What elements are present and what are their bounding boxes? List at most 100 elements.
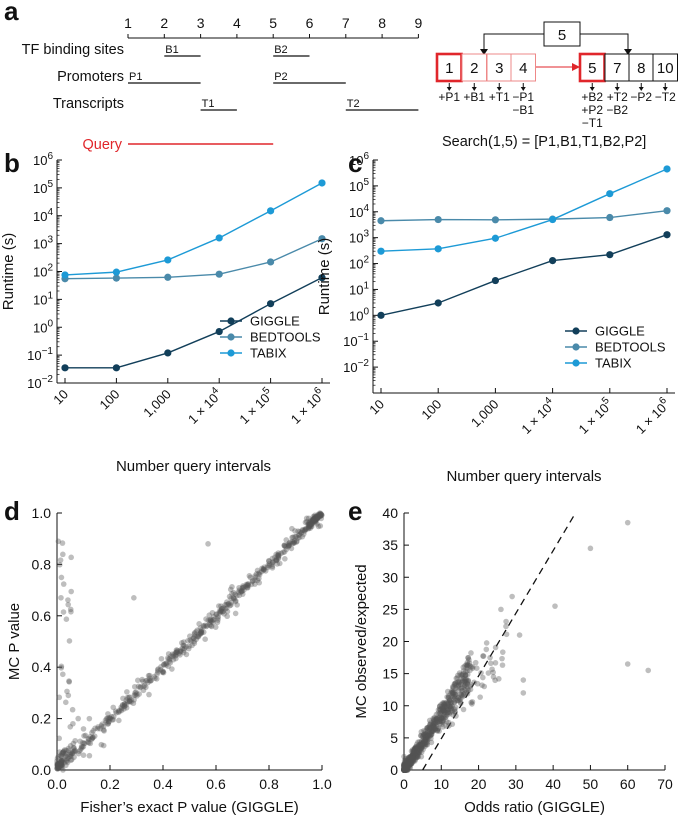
scatter-point [401, 767, 407, 773]
scatter-point [59, 750, 66, 757]
scatter-point [437, 716, 443, 723]
scatter-point [213, 611, 220, 618]
scatter-point [137, 684, 143, 691]
data-point-giggle [606, 251, 614, 259]
scatter-point [183, 643, 189, 650]
scatter-point [437, 718, 443, 725]
x-tick-label: 10 [366, 397, 387, 418]
scatter-point [87, 740, 94, 747]
scatter-point [224, 608, 231, 615]
scatter-point [406, 760, 413, 766]
scatter-point [401, 761, 408, 768]
scatter-point [445, 694, 452, 701]
scatter-point [402, 766, 409, 772]
scatter-point [487, 654, 493, 661]
scatter-point [419, 740, 426, 747]
scatter-point [414, 747, 421, 754]
scatter-point [417, 745, 424, 751]
leaf-label: 2 [470, 60, 478, 77]
scatter-point [269, 565, 276, 571]
scatter-point [54, 761, 61, 768]
scatter-point [414, 745, 421, 752]
x-tick-label: 1 × 105 [235, 385, 277, 427]
scatter-point [428, 739, 435, 746]
data-point-tabix [606, 190, 614, 198]
scatter-point [490, 674, 497, 680]
scatter-point [208, 623, 215, 630]
y-tick-label: 10−2 [343, 358, 369, 375]
scatter-point [240, 584, 247, 590]
scatter-point [189, 642, 195, 649]
data-point-tabix [663, 165, 671, 173]
scatter-point [414, 744, 421, 751]
scatter-point [463, 676, 470, 682]
scatter-point [424, 736, 431, 743]
scatter-point [401, 767, 408, 773]
scatter-point [455, 682, 462, 688]
scatter-point [427, 725, 433, 731]
scatter-point [409, 747, 416, 753]
scatter-point [401, 766, 407, 773]
scatter-point [442, 707, 449, 714]
scatter-point [63, 762, 69, 769]
scatter-point [624, 519, 631, 526]
scatter-point [434, 718, 441, 725]
scatter-point [426, 726, 433, 732]
scatter-point [124, 699, 131, 705]
scatter-point [442, 709, 448, 715]
scatter-point [283, 546, 290, 553]
scatter-point [148, 677, 154, 684]
scatter-point [121, 703, 128, 709]
scatter-point [307, 520, 314, 527]
scatter-point [422, 741, 428, 747]
scatter-point [430, 715, 436, 722]
scatter-point [133, 689, 139, 695]
scatter-point [413, 743, 420, 750]
scatter-point [100, 723, 107, 730]
scatter-point [437, 707, 444, 714]
scatter-point [408, 753, 415, 760]
scatter-point [406, 760, 413, 766]
data-point-bedtools [267, 258, 275, 266]
scatter-point [410, 749, 417, 756]
scatter-point [645, 667, 652, 674]
scatter-point [460, 664, 467, 671]
scatter-point [102, 717, 109, 724]
index-tree: 51 2 3 4 5 7 8 10+P1 +B1 +T1 −P1−B1+B2+P2−T1+T2−B2… [435, 21, 678, 130]
scatter-point [403, 763, 410, 769]
scatter-point [450, 689, 457, 696]
scatter-point [408, 756, 415, 763]
scatter-point [259, 568, 265, 575]
scatter-point [404, 764, 411, 771]
scatter-point [99, 721, 105, 727]
scatter-point [465, 655, 472, 661]
scatter-point [59, 750, 65, 756]
scatter-point [401, 766, 407, 773]
scatter-point [196, 621, 202, 627]
scatter-point [126, 694, 133, 701]
scatter-point [459, 672, 465, 678]
scatter-point [201, 623, 207, 630]
scatter-point [450, 685, 456, 692]
scatter-point [227, 586, 234, 593]
scatter-point [406, 760, 413, 767]
scatter-point [452, 697, 459, 704]
scatter-point [59, 540, 66, 546]
leaf-link-arrowhead [572, 63, 580, 71]
scatter-point [431, 724, 437, 731]
scatter-point [422, 743, 428, 750]
scatter-point [197, 630, 204, 636]
scatter-point [421, 731, 427, 738]
scatter-point [297, 528, 303, 535]
scatter-point [135, 683, 142, 690]
ruler-tick-label: 9 [415, 15, 423, 31]
scatter-point [499, 649, 506, 655]
scatter-point [406, 762, 413, 769]
scatter-point [245, 581, 252, 587]
scatter-point [483, 646, 490, 653]
scatter-point [299, 533, 306, 540]
scatter-point [401, 766, 408, 773]
scatter-point [232, 591, 239, 598]
scatter-point [401, 766, 407, 772]
scatter-point [424, 741, 431, 748]
